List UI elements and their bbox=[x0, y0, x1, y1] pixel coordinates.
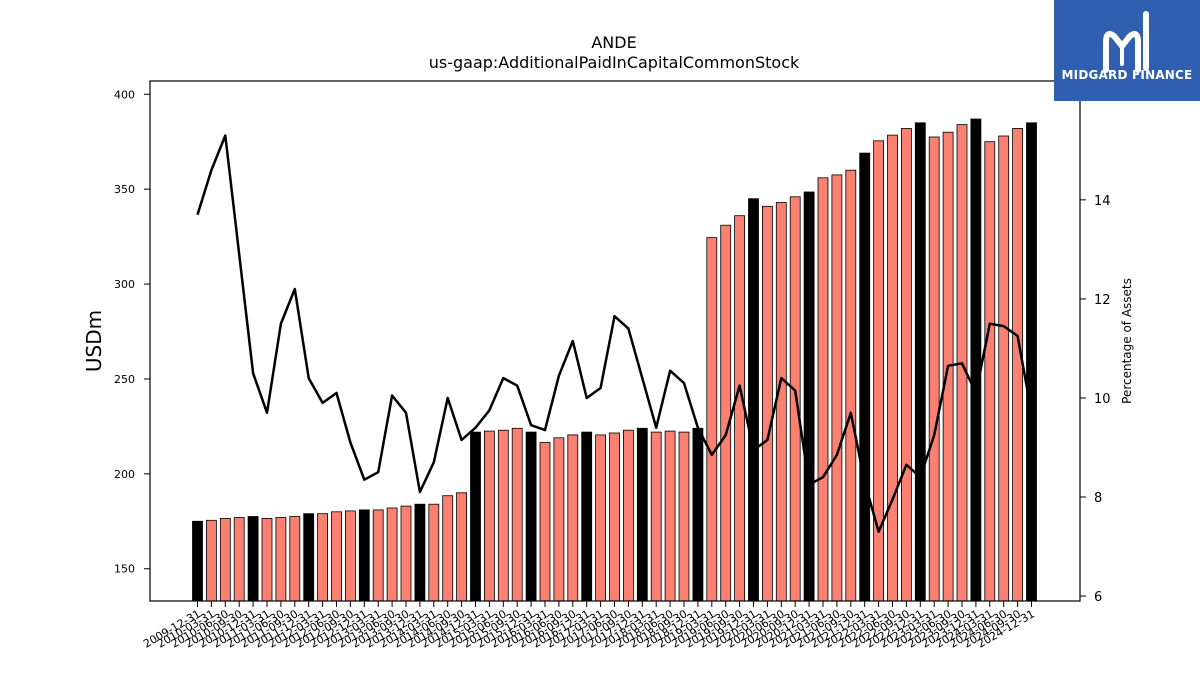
chart-title: ANDE bbox=[591, 33, 636, 52]
bar bbox=[734, 215, 745, 602]
midgard-logo-icon bbox=[1103, 11, 1149, 73]
bar-series bbox=[192, 118, 1037, 602]
y-tick-label: 150 bbox=[114, 563, 135, 576]
bar bbox=[831, 174, 843, 602]
bar bbox=[470, 431, 481, 602]
bar bbox=[664, 430, 676, 602]
bar bbox=[636, 427, 648, 602]
bar bbox=[511, 427, 523, 602]
bar bbox=[219, 518, 231, 602]
bar bbox=[344, 510, 356, 602]
bar bbox=[442, 495, 454, 602]
left-y-axis: 150 200 250 300 350 400 bbox=[114, 88, 150, 576]
bar bbox=[914, 122, 926, 602]
bar bbox=[706, 237, 718, 602]
bar bbox=[386, 507, 398, 602]
bar bbox=[358, 509, 370, 602]
bar bbox=[261, 518, 273, 602]
bar bbox=[859, 152, 871, 602]
bar bbox=[720, 224, 732, 602]
bar bbox=[1026, 122, 1037, 602]
bar bbox=[525, 431, 537, 602]
bar bbox=[595, 434, 606, 602]
bar bbox=[192, 520, 203, 602]
bar bbox=[317, 513, 329, 602]
bar bbox=[275, 517, 287, 602]
y2-tick-label: 6 bbox=[1094, 590, 1102, 605]
bar bbox=[887, 134, 898, 602]
bar bbox=[581, 431, 593, 602]
bar bbox=[553, 437, 565, 602]
bar bbox=[692, 427, 704, 602]
bar bbox=[762, 205, 773, 602]
bar bbox=[289, 516, 301, 602]
bar bbox=[483, 430, 495, 602]
bar bbox=[928, 136, 940, 602]
y-axis-label: USDm bbox=[82, 310, 106, 372]
bar bbox=[901, 127, 912, 602]
bar bbox=[567, 434, 579, 602]
y2-tick-label: 10 bbox=[1094, 392, 1111, 407]
y-tick-label: 250 bbox=[114, 373, 135, 386]
bar bbox=[539, 442, 551, 602]
bar bbox=[803, 191, 815, 602]
bar bbox=[984, 141, 996, 602]
bar bbox=[609, 432, 620, 602]
bar bbox=[650, 431, 662, 602]
bar bbox=[845, 169, 857, 602]
brand-name: MIDGARD FINANCE bbox=[1061, 68, 1193, 82]
y-tick-label: 300 bbox=[114, 278, 135, 291]
bar bbox=[303, 513, 315, 602]
bar bbox=[748, 198, 759, 602]
y-tick-label: 200 bbox=[114, 468, 135, 481]
bar bbox=[998, 135, 1010, 602]
y2-tick-label: 14 bbox=[1094, 194, 1111, 209]
bar bbox=[775, 202, 787, 602]
bar bbox=[247, 516, 259, 602]
bar bbox=[623, 429, 634, 602]
brand-logo: MIDGARD FINANCE bbox=[1054, 0, 1200, 101]
y-tick-label: 400 bbox=[114, 88, 135, 101]
bar bbox=[497, 429, 509, 602]
bar bbox=[205, 519, 217, 602]
bar bbox=[1012, 127, 1023, 602]
y2-tick-label: 12 bbox=[1094, 293, 1111, 308]
bar bbox=[428, 503, 440, 602]
y2-tick-label: 8 bbox=[1094, 491, 1102, 506]
bar bbox=[372, 509, 384, 602]
chart-subtitle: us-gaap:AdditionalPaidInCapitalCommonSto… bbox=[429, 53, 800, 72]
x-axis: 2009-12-312010-03-312010-06-302010-09-30… bbox=[141, 601, 1037, 651]
bar bbox=[817, 177, 829, 602]
y2-axis-label: Percentage of Assets bbox=[1120, 278, 1134, 404]
right-y-axis: 6 8 10 12 14 bbox=[1080, 194, 1111, 605]
y-tick-label: 350 bbox=[114, 183, 135, 196]
bar bbox=[678, 431, 690, 602]
bar bbox=[400, 505, 412, 602]
bar bbox=[456, 492, 468, 602]
bar bbox=[331, 511, 342, 602]
bar bbox=[233, 517, 245, 602]
bar bbox=[414, 503, 426, 602]
percentage-of-assets-line bbox=[196, 134, 1033, 533]
bar bbox=[970, 118, 982, 602]
